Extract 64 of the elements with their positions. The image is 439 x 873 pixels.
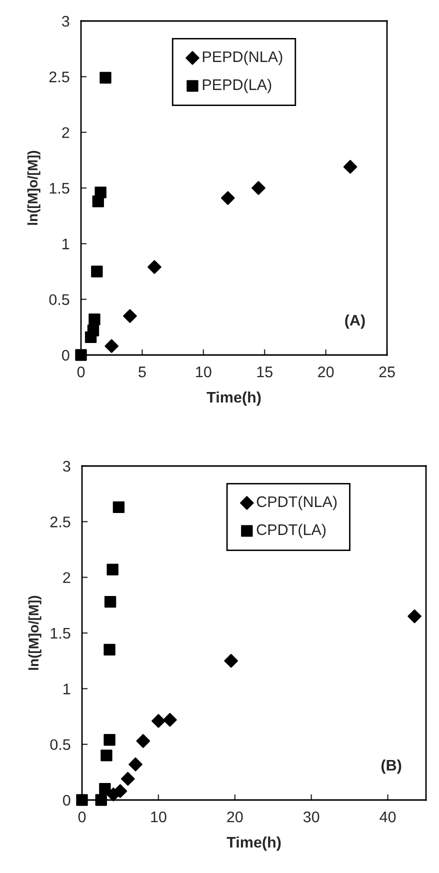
x-tick-label: 25 — [379, 366, 395, 378]
point — [94, 186, 106, 198]
point — [136, 734, 150, 748]
x-axis-title: Time(h) — [226, 836, 281, 851]
x-tick-label: 0 — [78, 812, 86, 822]
point — [148, 260, 162, 274]
y-tick-label: 3 — [62, 460, 70, 472]
point — [91, 266, 103, 278]
point — [104, 596, 116, 608]
point — [106, 564, 118, 576]
point — [123, 309, 137, 323]
point — [120, 772, 135, 786]
x-tick-label: 10 — [151, 812, 166, 822]
point — [343, 160, 358, 174]
x-tick-label: 15 — [257, 366, 272, 378]
x-tick-label: 30 — [303, 812, 320, 822]
y-tick-label: 1 — [64, 684, 70, 694]
y-axis-title: ln([M]o/[M]) — [28, 596, 42, 670]
point — [152, 714, 166, 728]
x-tick-label: 20 — [227, 812, 243, 822]
point — [100, 72, 112, 84]
point — [112, 501, 125, 514]
y-tick-label: 2.5 — [50, 516, 70, 528]
point — [224, 654, 238, 668]
y-tick-label: 1 — [62, 238, 70, 250]
x-tick-label: 5 — [138, 366, 146, 378]
x-tick-label: 0 — [77, 366, 85, 378]
x-axis-title: Time(h) — [206, 391, 261, 406]
y-tick-label: 0.5 — [49, 294, 70, 306]
legend-label: CPDT(LA) — [256, 524, 326, 538]
annotation: (B) — [381, 759, 402, 774]
point — [75, 349, 87, 361]
x-tick-label: 10 — [196, 366, 212, 378]
legend-label: CPDT(NLA) — [256, 496, 337, 510]
y-tick-label: 0 — [62, 794, 70, 806]
point — [113, 784, 128, 798]
point — [87, 324, 100, 336]
x-tick-label: 40 — [380, 812, 396, 822]
point — [100, 750, 112, 762]
legend-label: PEPD(LA) — [202, 78, 272, 94]
y-tick-label: 2 — [63, 572, 70, 583]
point — [88, 314, 100, 326]
point — [163, 712, 177, 727]
point — [408, 609, 422, 624]
y-axis-title: ln([M]o/[M]) — [27, 150, 40, 225]
x-tick-label: 20 — [318, 366, 334, 378]
y-tick-label: 1.5 — [50, 183, 70, 194]
y-tick-label: 1.5 — [50, 628, 70, 639]
point — [95, 794, 107, 806]
point — [252, 181, 266, 195]
point — [76, 794, 88, 806]
y-tick-label: 2 — [62, 127, 70, 138]
point — [220, 191, 235, 205]
y-tick-label: 0 — [62, 350, 70, 361]
point — [128, 757, 142, 772]
legend-label: PEPD(NLA) — [202, 50, 282, 66]
y-tick-label: 0.5 — [50, 739, 70, 750]
y-tick-label: 3 — [62, 16, 70, 27]
point — [99, 783, 111, 795]
point — [104, 339, 119, 353]
point — [104, 734, 116, 746]
annotation: (A) — [345, 314, 365, 329]
y-tick-label: 2.5 — [49, 72, 70, 82]
point — [104, 644, 116, 656]
